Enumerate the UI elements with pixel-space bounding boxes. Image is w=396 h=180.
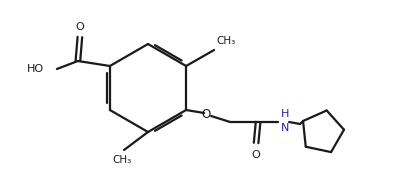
Text: N: N [281,123,289,133]
Text: O: O [76,22,84,32]
Text: CH₃: CH₃ [216,36,235,46]
Text: HO: HO [27,64,44,74]
Text: O: O [252,150,261,160]
Text: O: O [202,107,211,120]
Text: H: H [281,109,289,119]
Text: CH₃: CH₃ [112,155,131,165]
